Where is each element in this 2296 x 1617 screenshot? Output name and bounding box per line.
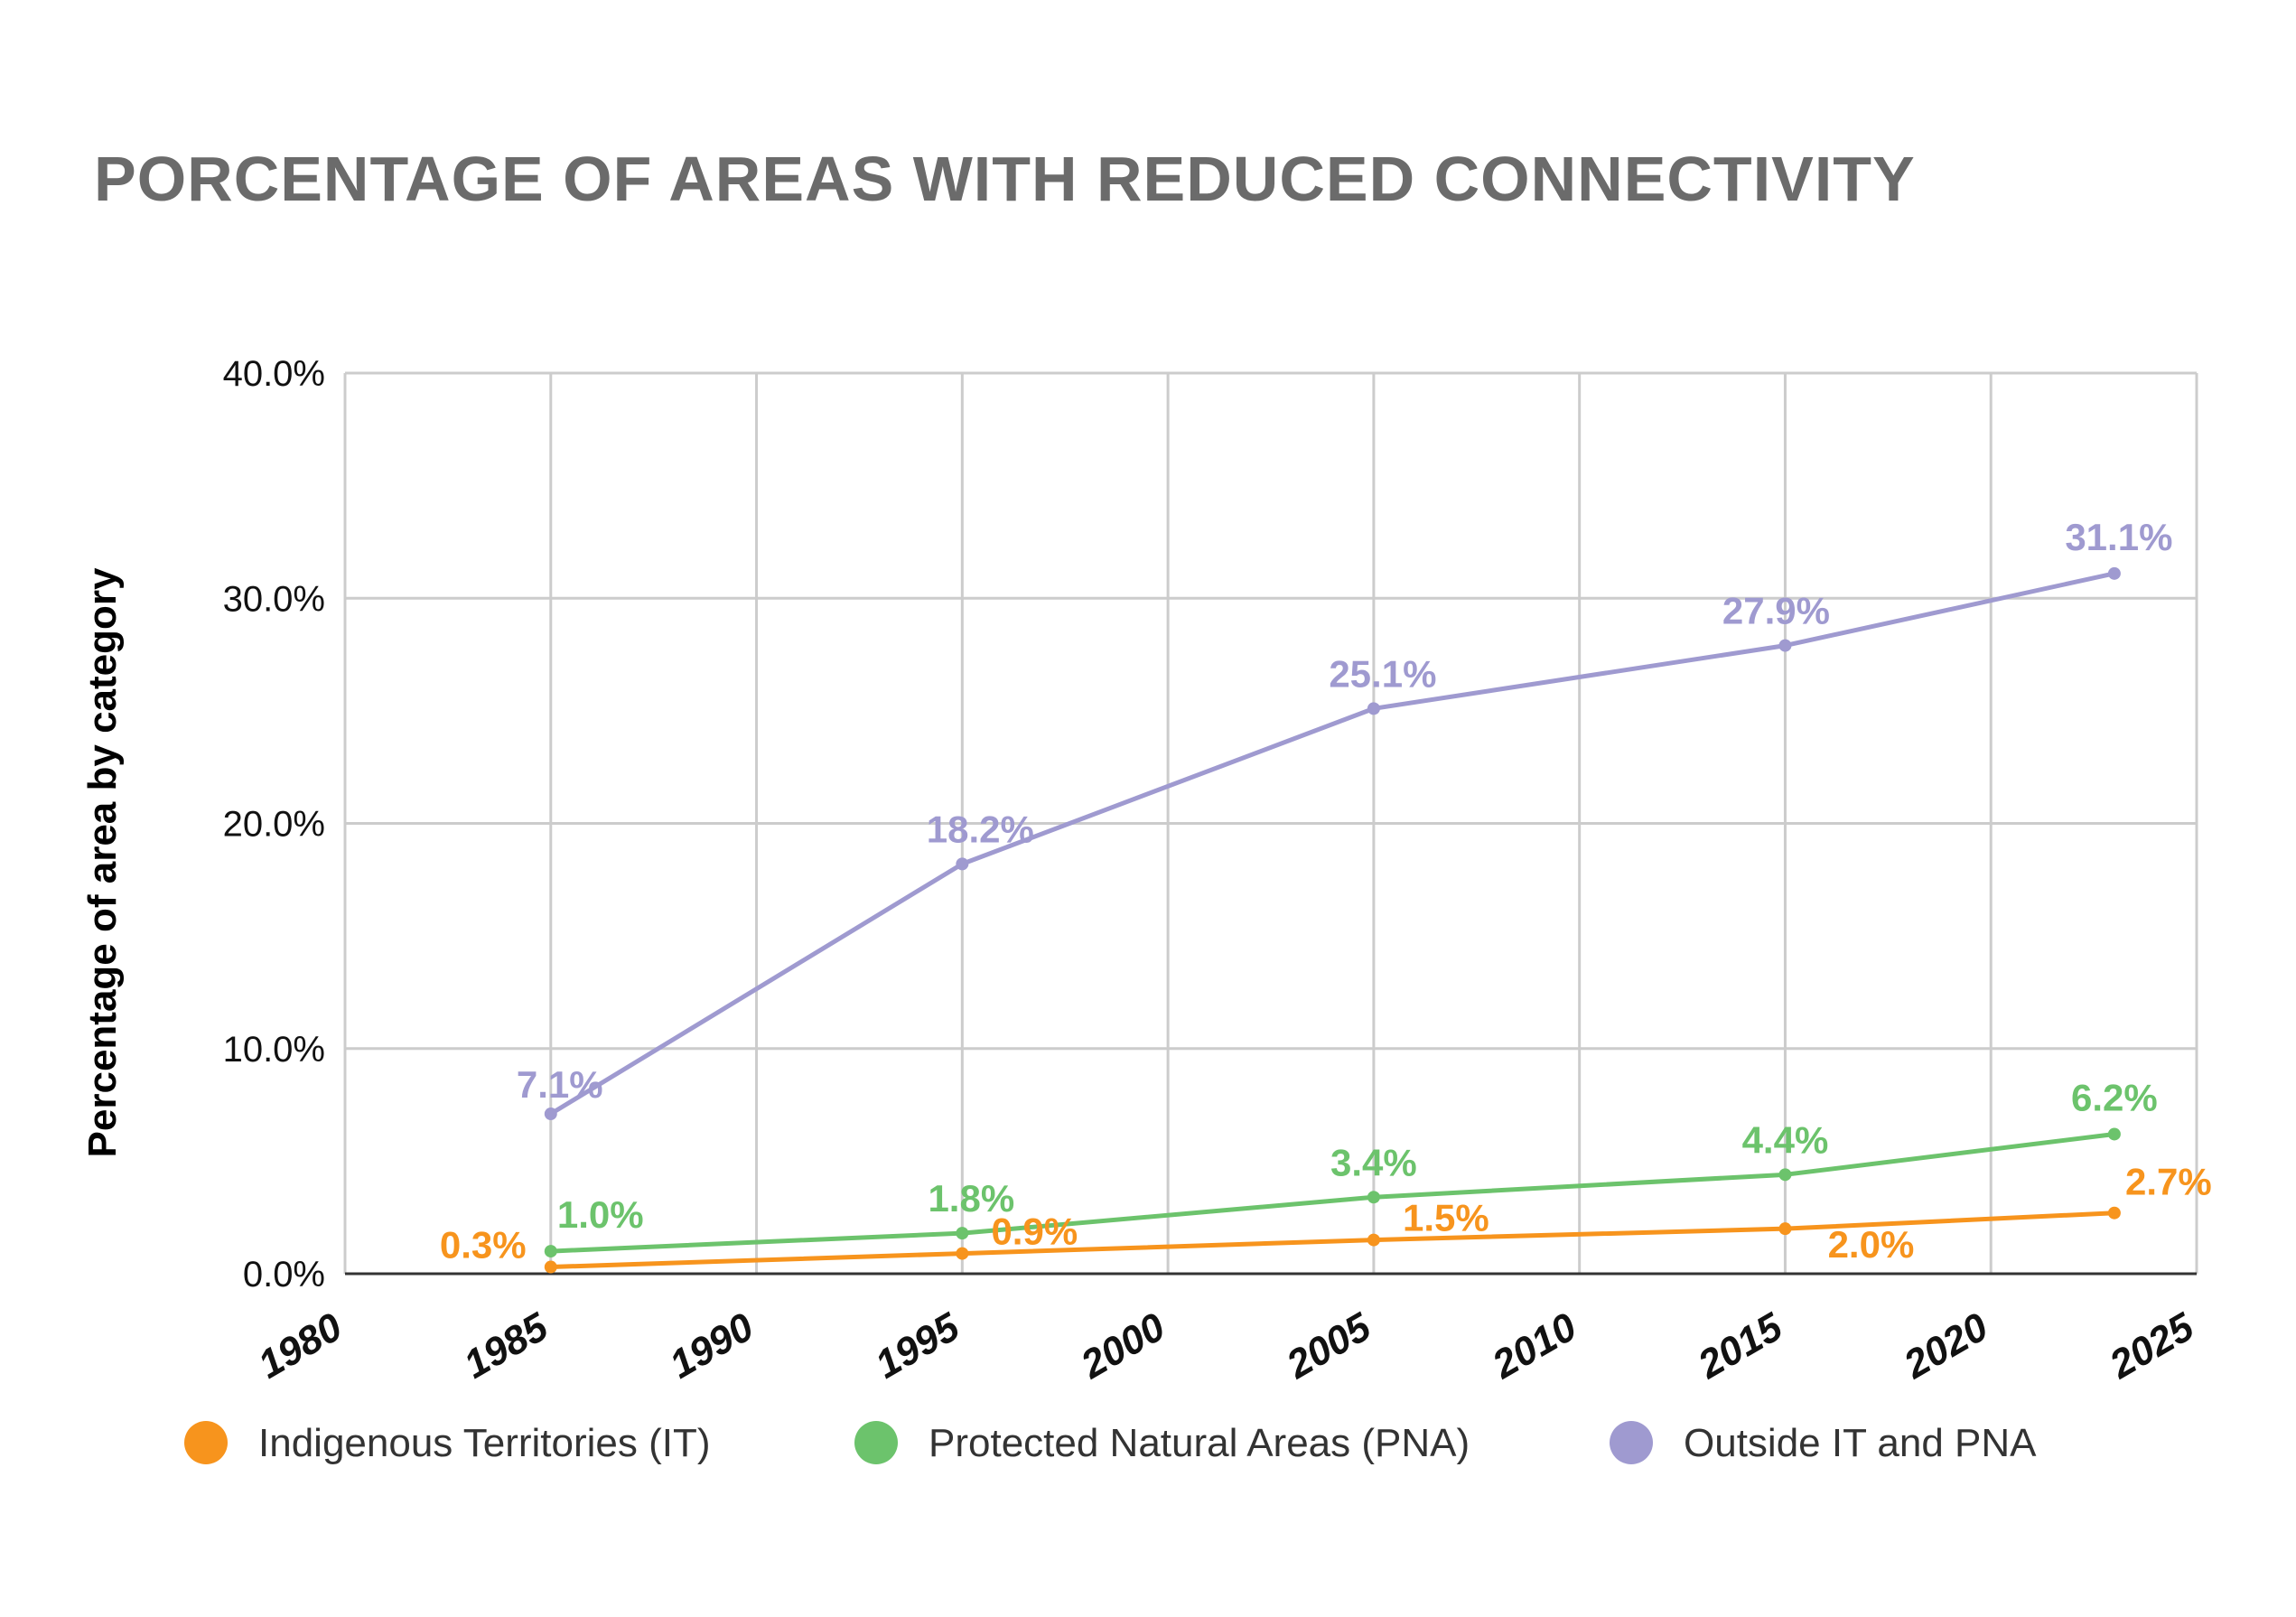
data-label: 2.7% bbox=[2125, 1161, 2212, 1203]
data-point bbox=[1367, 1233, 1380, 1247]
data-label: 7.1% bbox=[517, 1063, 603, 1106]
series-points bbox=[544, 566, 2121, 1274]
data-point bbox=[1778, 1222, 1792, 1236]
y-tick-label: 0.0% bbox=[243, 1255, 325, 1295]
y-axis-label: Percentage of area by category bbox=[80, 567, 125, 1157]
data-point bbox=[544, 1108, 557, 1121]
x-tick-label: 2000 bbox=[1073, 1304, 1173, 1388]
data-label: 1.8% bbox=[928, 1177, 1014, 1220]
data-label: 31.1% bbox=[2065, 516, 2172, 558]
data-point bbox=[1367, 702, 1380, 715]
data-label: 0.9% bbox=[991, 1210, 1078, 1253]
data-point bbox=[956, 857, 969, 871]
data-label: 18.2% bbox=[927, 808, 1034, 850]
data-point bbox=[956, 1247, 969, 1260]
x-tick-label: 2005 bbox=[1279, 1304, 1379, 1388]
data-point bbox=[956, 1227, 969, 1240]
data-labels: 0.3% 0.9% 1.5% 2.0% 2.7% 1.0% 1.8% 3.4% 4.4% 6.2%… bbox=[440, 516, 2212, 1266]
x-tick-label: 2015 bbox=[1690, 1304, 1790, 1388]
legend-marker bbox=[1610, 1421, 1653, 1464]
data-label: 25.1% bbox=[1329, 652, 1436, 695]
y-tick-label: 40.0% bbox=[223, 354, 325, 394]
x-tick-label: 1995 bbox=[868, 1304, 967, 1388]
data-point bbox=[1778, 639, 1792, 652]
data-label: 4.4% bbox=[1742, 1118, 1829, 1161]
data-label: 3.4% bbox=[1330, 1141, 1417, 1183]
data-label: 1.0% bbox=[557, 1193, 644, 1236]
grid bbox=[343, 371, 2198, 1274]
data-label: 1.5% bbox=[1403, 1197, 1489, 1239]
x-tick-label: 1980 bbox=[251, 1304, 350, 1388]
y-tick-label: 10.0% bbox=[223, 1030, 325, 1070]
data-point bbox=[2107, 566, 2121, 580]
data-label: 2.0% bbox=[1828, 1223, 1915, 1266]
y-tick-label: 30.0% bbox=[223, 579, 325, 619]
data-label: 0.3% bbox=[440, 1224, 527, 1266]
legend-label: Protected Natural Areas (PNA) bbox=[929, 1421, 1470, 1465]
x-tick-label: 1990 bbox=[662, 1304, 761, 1388]
data-point bbox=[1367, 1191, 1380, 1204]
chart-title: PORCENTAGE OF AREAS WITH REDUCED CONNECT… bbox=[94, 144, 1916, 214]
legend-marker bbox=[184, 1421, 228, 1464]
legend: Indigenous Territories (IT) Protected Nat… bbox=[184, 1421, 2037, 1465]
legend-label: Indigenous Territories (IT) bbox=[258, 1421, 711, 1465]
legend-label: Outside IT and PNA bbox=[1684, 1421, 2037, 1465]
data-label: 27.9% bbox=[1722, 590, 1830, 632]
x-tick-label: 2025 bbox=[2102, 1304, 2202, 1388]
x-tick-label: 1985 bbox=[457, 1304, 556, 1388]
data-label: 6.2% bbox=[2071, 1076, 2158, 1118]
x-tick-label: 2010 bbox=[1485, 1304, 1585, 1388]
data-point bbox=[544, 1260, 557, 1274]
data-point bbox=[2107, 1127, 2121, 1141]
data-point bbox=[2107, 1206, 2121, 1220]
data-point bbox=[544, 1245, 557, 1258]
y-tick-label: 20.0% bbox=[223, 805, 325, 845]
legend-marker bbox=[854, 1421, 898, 1464]
x-tick-label: 2020 bbox=[1896, 1304, 1996, 1388]
data-point bbox=[1778, 1168, 1792, 1182]
